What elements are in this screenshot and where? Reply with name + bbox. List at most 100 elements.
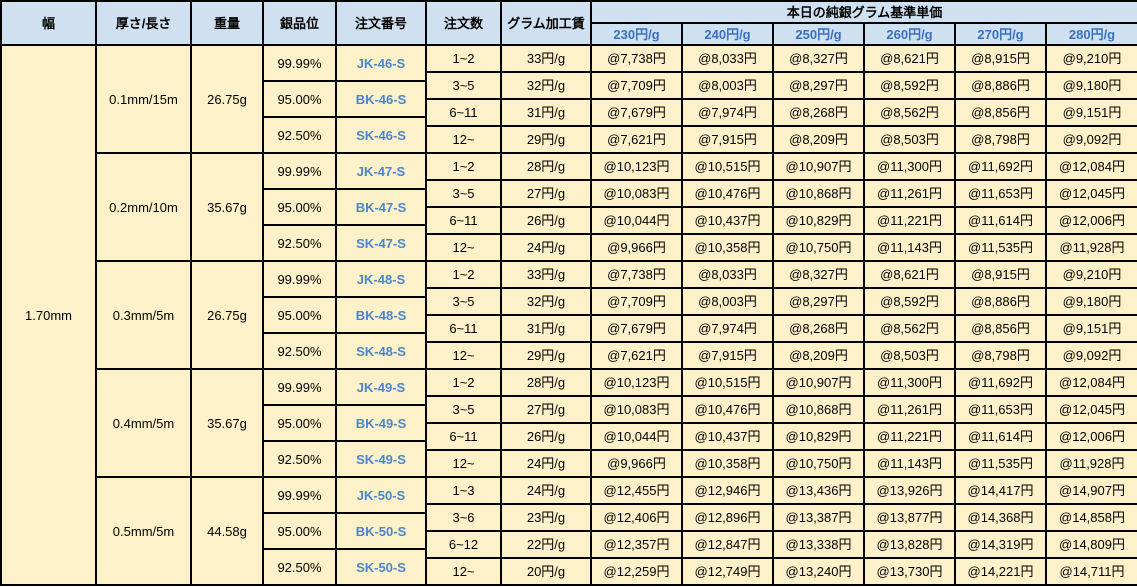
- price-cell: @12,896円: [683, 505, 774, 532]
- price-cell: @10,123円: [592, 154, 683, 181]
- price-cell: @8,798円: [956, 127, 1047, 154]
- order-no-cell[interactable]: SK-50-S: [337, 550, 427, 586]
- price-cell: @14,711円: [1047, 559, 1137, 586]
- price-cell: @8,798円: [956, 343, 1047, 370]
- thickness-cell: 0.3mm/5m: [97, 262, 192, 370]
- price-cell: @7,974円: [683, 316, 774, 343]
- purity-cell: 95.00%: [264, 190, 337, 226]
- price-cell: @7,679円: [592, 100, 683, 127]
- price-cell: @8,621円: [865, 46, 956, 73]
- price-cell: @8,268円: [774, 100, 865, 127]
- price-group-header: 本日の純銀グラム基準単価: [592, 2, 1137, 24]
- price-cell: @12,357円: [592, 532, 683, 559]
- price-cell: @10,437円: [683, 424, 774, 451]
- price-cell: @9,180円: [1047, 289, 1137, 316]
- price-cell: @11,261円: [865, 181, 956, 208]
- price-cell: @7,679円: [592, 316, 683, 343]
- price-cell: @11,535円: [956, 235, 1047, 262]
- price-cell: @7,621円: [592, 127, 683, 154]
- thickness-cell: 0.5mm/5m: [97, 478, 192, 586]
- price-cell: @14,907円: [1047, 478, 1137, 505]
- order-no-cell[interactable]: JK-48-S: [337, 262, 427, 298]
- price-cell: @10,437円: [683, 208, 774, 235]
- qty-cell: 12~: [427, 343, 502, 370]
- price-cell: @13,877円: [865, 505, 956, 532]
- fee-cell: 28円/g: [502, 370, 592, 397]
- fee-cell: 29円/g: [502, 127, 592, 154]
- price-cell: @12,406円: [592, 505, 683, 532]
- tier-header: 250円/g: [774, 24, 865, 46]
- qty-cell: 3~5: [427, 289, 502, 316]
- price-cell: @12,946円: [683, 478, 774, 505]
- qty-cell: 3~5: [427, 397, 502, 424]
- purity-cell: 99.99%: [264, 478, 337, 514]
- order-no-cell[interactable]: BK-49-S: [337, 406, 427, 442]
- price-cell: @8,856円: [956, 316, 1047, 343]
- price-cell: @11,535円: [956, 451, 1047, 478]
- qty-cell: 12~: [427, 559, 502, 586]
- price-cell: @13,926円: [865, 478, 956, 505]
- fee-cell: 29円/g: [502, 343, 592, 370]
- price-cell: @11,300円: [865, 154, 956, 181]
- purity-cell: 92.50%: [264, 118, 337, 154]
- qty-cell: 6~11: [427, 208, 502, 235]
- tier-header: 280円/g: [1047, 24, 1137, 46]
- col-header-weight: 重量: [192, 2, 264, 46]
- price-cell: @9,966円: [592, 451, 683, 478]
- price-cell: @9,180円: [1047, 73, 1137, 100]
- fee-cell: 32円/g: [502, 73, 592, 100]
- qty-cell: 12~: [427, 235, 502, 262]
- order-no-cell[interactable]: JK-49-S: [337, 370, 427, 406]
- order-no-cell[interactable]: BK-46-S: [337, 82, 427, 118]
- order-no-cell[interactable]: BK-48-S: [337, 298, 427, 334]
- order-no-cell[interactable]: SK-46-S: [337, 118, 427, 154]
- fee-cell: 24円/g: [502, 235, 592, 262]
- price-cell: @11,300円: [865, 370, 956, 397]
- thickness-cell: 0.2mm/10m: [97, 154, 192, 262]
- price-cell: @11,692円: [956, 154, 1047, 181]
- order-no-cell[interactable]: BK-47-S: [337, 190, 427, 226]
- price-cell: @10,750円: [774, 451, 865, 478]
- col-header-qty: 注文数: [427, 2, 502, 46]
- purity-cell: 99.99%: [264, 262, 337, 298]
- weight-cell: 44.58g: [192, 478, 264, 586]
- purity-cell: 92.50%: [264, 550, 337, 586]
- price-cell: @10,868円: [774, 397, 865, 424]
- price-cell: @10,907円: [774, 154, 865, 181]
- order-no-cell[interactable]: BK-50-S: [337, 514, 427, 550]
- fee-cell: 24円/g: [502, 478, 592, 505]
- order-no-cell[interactable]: JK-47-S: [337, 154, 427, 190]
- weight-cell: 26.75g: [192, 262, 264, 370]
- fee-cell: 23円/g: [502, 505, 592, 532]
- price-cell: @8,503円: [865, 343, 956, 370]
- price-cell: @12,006円: [1047, 208, 1137, 235]
- price-cell: @10,044円: [592, 208, 683, 235]
- tier-header: 270円/g: [956, 24, 1047, 46]
- order-no-cell[interactable]: JK-50-S: [337, 478, 427, 514]
- price-cell: @12,084円: [1047, 154, 1137, 181]
- price-cell: @13,730円: [865, 559, 956, 586]
- price-cell: @11,221円: [865, 208, 956, 235]
- order-no-cell[interactable]: SK-47-S: [337, 226, 427, 262]
- price-cell: @7,621円: [592, 343, 683, 370]
- price-cell: @8,915円: [956, 262, 1047, 289]
- price-cell: @7,915円: [683, 343, 774, 370]
- order-no-cell[interactable]: SK-48-S: [337, 334, 427, 370]
- price-cell: @8,503円: [865, 127, 956, 154]
- price-cell: @12,045円: [1047, 181, 1137, 208]
- price-cell: @10,907円: [774, 370, 865, 397]
- price-cell: @10,829円: [774, 208, 865, 235]
- price-cell: @10,868円: [774, 181, 865, 208]
- price-cell: @8,268円: [774, 316, 865, 343]
- price-cell: @8,297円: [774, 289, 865, 316]
- order-no-cell[interactable]: SK-49-S: [337, 442, 427, 478]
- price-cell: @12,455円: [592, 478, 683, 505]
- price-cell: @14,319円: [956, 532, 1047, 559]
- order-no-cell[interactable]: JK-46-S: [337, 46, 427, 82]
- qty-cell: 1~3: [427, 478, 502, 505]
- qty-cell: 3~5: [427, 181, 502, 208]
- qty-cell: 6~11: [427, 100, 502, 127]
- price-cell: @10,083円: [592, 397, 683, 424]
- tier-header: 260円/g: [865, 24, 956, 46]
- col-header-fee: グラム加工賃: [502, 2, 592, 46]
